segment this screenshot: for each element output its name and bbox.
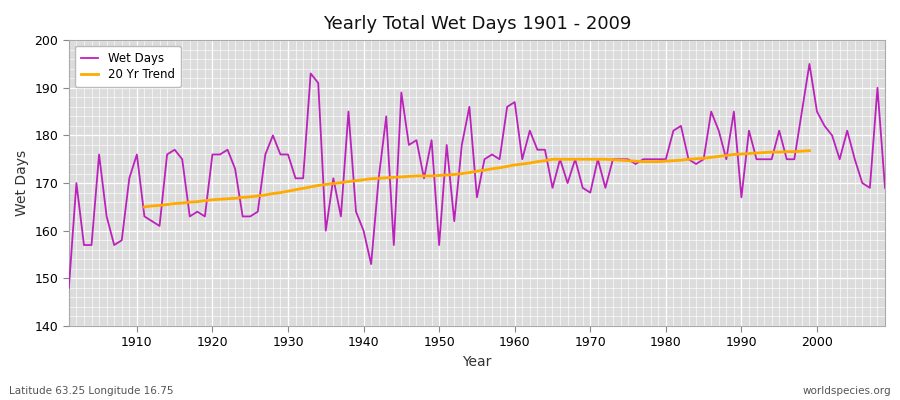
Text: Latitude 63.25 Longitude 16.75: Latitude 63.25 Longitude 16.75 [9, 386, 174, 396]
X-axis label: Year: Year [463, 355, 491, 369]
Wet Days [290, 176, 301, 181]
Wet Days [124, 176, 135, 181]
20 Yr Trend [139, 204, 149, 209]
20 Yr Trend [728, 152, 739, 157]
Wet Days [502, 104, 513, 109]
20 Yr Trend [207, 197, 218, 202]
Text: worldspecies.org: worldspecies.org [803, 386, 891, 396]
20 Yr Trend [479, 168, 490, 173]
Wet Days [336, 214, 346, 219]
Wet Days [804, 62, 814, 66]
Line: 20 Yr Trend: 20 Yr Trend [144, 151, 809, 207]
Legend: Wet Days, 20 Yr Trend: Wet Days, 20 Yr Trend [75, 46, 181, 87]
Title: Yearly Total Wet Days 1901 - 2009: Yearly Total Wet Days 1901 - 2009 [323, 15, 631, 33]
20 Yr Trend [275, 190, 286, 195]
20 Yr Trend [396, 174, 407, 179]
Wet Days [600, 186, 611, 190]
20 Yr Trend [804, 148, 814, 153]
Wet Days [509, 100, 520, 104]
Line: Wet Days: Wet Days [68, 64, 885, 288]
Wet Days [63, 286, 74, 290]
Wet Days [879, 186, 890, 190]
Y-axis label: Wet Days: Wet Days [15, 150, 29, 216]
20 Yr Trend [222, 196, 233, 201]
